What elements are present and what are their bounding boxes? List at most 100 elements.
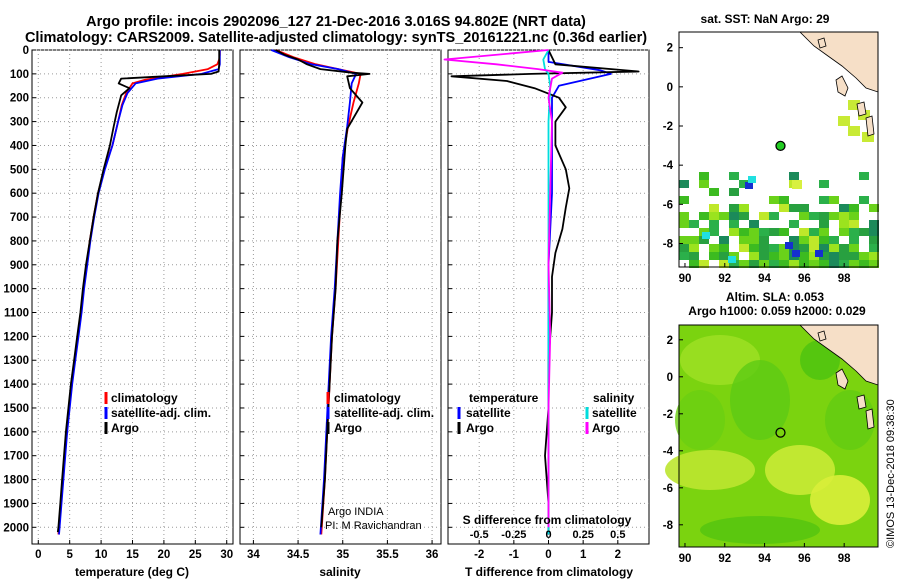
x-tick-label: 0	[35, 549, 41, 561]
sst-cell	[789, 260, 799, 268]
sst-cell	[819, 244, 829, 252]
sst-cell	[679, 220, 689, 228]
sst-cell	[749, 244, 759, 252]
sst-cell	[829, 212, 839, 220]
sst-cell	[709, 228, 719, 236]
sst-map-ticks: 90 92 94 96 98 2 0 -2 -4 -6 -8	[663, 43, 851, 285]
x-tick-label: 15	[126, 549, 139, 561]
y-tick-label: 1600	[3, 427, 29, 439]
note-pi: PI: M Ravichandran	[325, 520, 422, 532]
y-tick-label: -8	[663, 520, 674, 532]
x-tick-label: 92	[718, 553, 731, 565]
y-tick-label: 1900	[3, 498, 29, 510]
legend-s-satellite: satellite	[592, 406, 637, 420]
sst-cell	[689, 236, 699, 244]
sst-cell	[785, 242, 793, 249]
sst-cell	[809, 212, 819, 220]
difference-xlabel: T difference from climatology	[465, 565, 633, 579]
sst-cell	[869, 244, 879, 252]
sst-cell	[689, 244, 699, 252]
sst-cell	[819, 220, 829, 228]
sst-cell	[779, 260, 789, 268]
sst-cell	[799, 204, 809, 212]
sst-cell	[749, 252, 759, 260]
legend-t-satellite: satellite	[466, 406, 511, 420]
island-siberut	[835, 368, 849, 390]
y-tick-label: 1400	[3, 379, 29, 391]
sst-cell	[709, 212, 719, 220]
sst-cell	[769, 212, 779, 220]
sst-cell	[799, 244, 809, 252]
sst-cell	[789, 244, 799, 252]
sst-cell	[759, 212, 769, 220]
sst-cell	[709, 188, 719, 196]
difference-series	[443, 49, 640, 535]
sst-cell	[759, 260, 769, 268]
y-tick-label: -2	[663, 121, 673, 133]
sst-map-argo-marker	[775, 140, 786, 152]
sst-cell	[759, 252, 769, 260]
sla-blob	[665, 450, 755, 490]
sst-cell	[699, 180, 709, 188]
island-sipora	[856, 394, 867, 410]
salinity-grid	[240, 49, 441, 544]
sst-cell	[799, 236, 809, 244]
sst-cell	[799, 212, 809, 220]
sst-map-land	[799, 31, 879, 137]
sst-cell	[759, 228, 769, 236]
y-tick-label: 700	[10, 212, 29, 224]
sst-cell	[719, 260, 729, 268]
sst-cell	[699, 236, 709, 244]
sst-cell	[729, 172, 739, 180]
island-pagai	[865, 408, 875, 430]
temperature-xlabel: temperature (deg C)	[75, 565, 189, 579]
sst-cell	[789, 236, 799, 244]
temperature-grid	[32, 49, 233, 544]
sst-cell	[839, 244, 849, 252]
sst-cell	[869, 236, 879, 244]
sst-cell	[679, 252, 689, 260]
x-tick-label: 94	[758, 553, 771, 565]
salinity-ticks: 34 34.5 35 35.5 36	[240, 49, 438, 561]
sst-map-cells	[679, 100, 879, 268]
sst-cell	[839, 220, 849, 228]
y-tick-label: 1800	[3, 475, 29, 487]
sst-cell	[729, 204, 739, 212]
x-tick-label: 35	[336, 549, 349, 561]
title-line-1: Argo profile: incois 2902096_127 21-Dec-…	[86, 14, 586, 30]
sst-cell	[709, 220, 719, 228]
sst-cell	[849, 220, 859, 228]
sst-cell	[689, 220, 699, 228]
sla-map-argo-marker	[775, 427, 786, 438]
sla-map-title-2: Argo h1000: 0.059 h2000: 0.029	[688, 304, 866, 318]
y-tick-label: 1100	[4, 308, 29, 320]
y-tick-label: -2	[663, 409, 673, 421]
x-tick-label: 2	[615, 549, 621, 561]
sst-map-title: sat. SST: NaN Argo: 29	[701, 12, 830, 26]
sst-cell	[679, 244, 689, 252]
sla-blob	[765, 445, 835, 495]
sst-cell	[689, 252, 699, 260]
legend-argo: Argo	[334, 421, 362, 435]
sst-cell	[799, 228, 809, 236]
sst-cell	[779, 252, 789, 260]
sst-cell	[739, 180, 749, 188]
sst-cell	[849, 204, 859, 212]
sst-cell	[829, 244, 839, 252]
s-tick-label: -0.5	[470, 529, 489, 541]
sst-cell	[779, 244, 789, 252]
series-satellite	[270, 49, 358, 535]
sst-cell	[759, 236, 769, 244]
sst-cell	[789, 220, 799, 228]
sst-cell	[869, 228, 879, 236]
y-tick-label: 2000	[3, 522, 29, 534]
sst-cell	[869, 252, 879, 260]
x-tick-label: 98	[838, 273, 851, 285]
sla-blob	[700, 516, 820, 544]
sla-blob	[810, 475, 870, 525]
sla-map-frame	[678, 324, 879, 548]
island-sipora	[856, 101, 867, 117]
sst-cell	[729, 228, 739, 236]
sst-cell	[719, 244, 729, 252]
sst-cell	[859, 252, 869, 260]
